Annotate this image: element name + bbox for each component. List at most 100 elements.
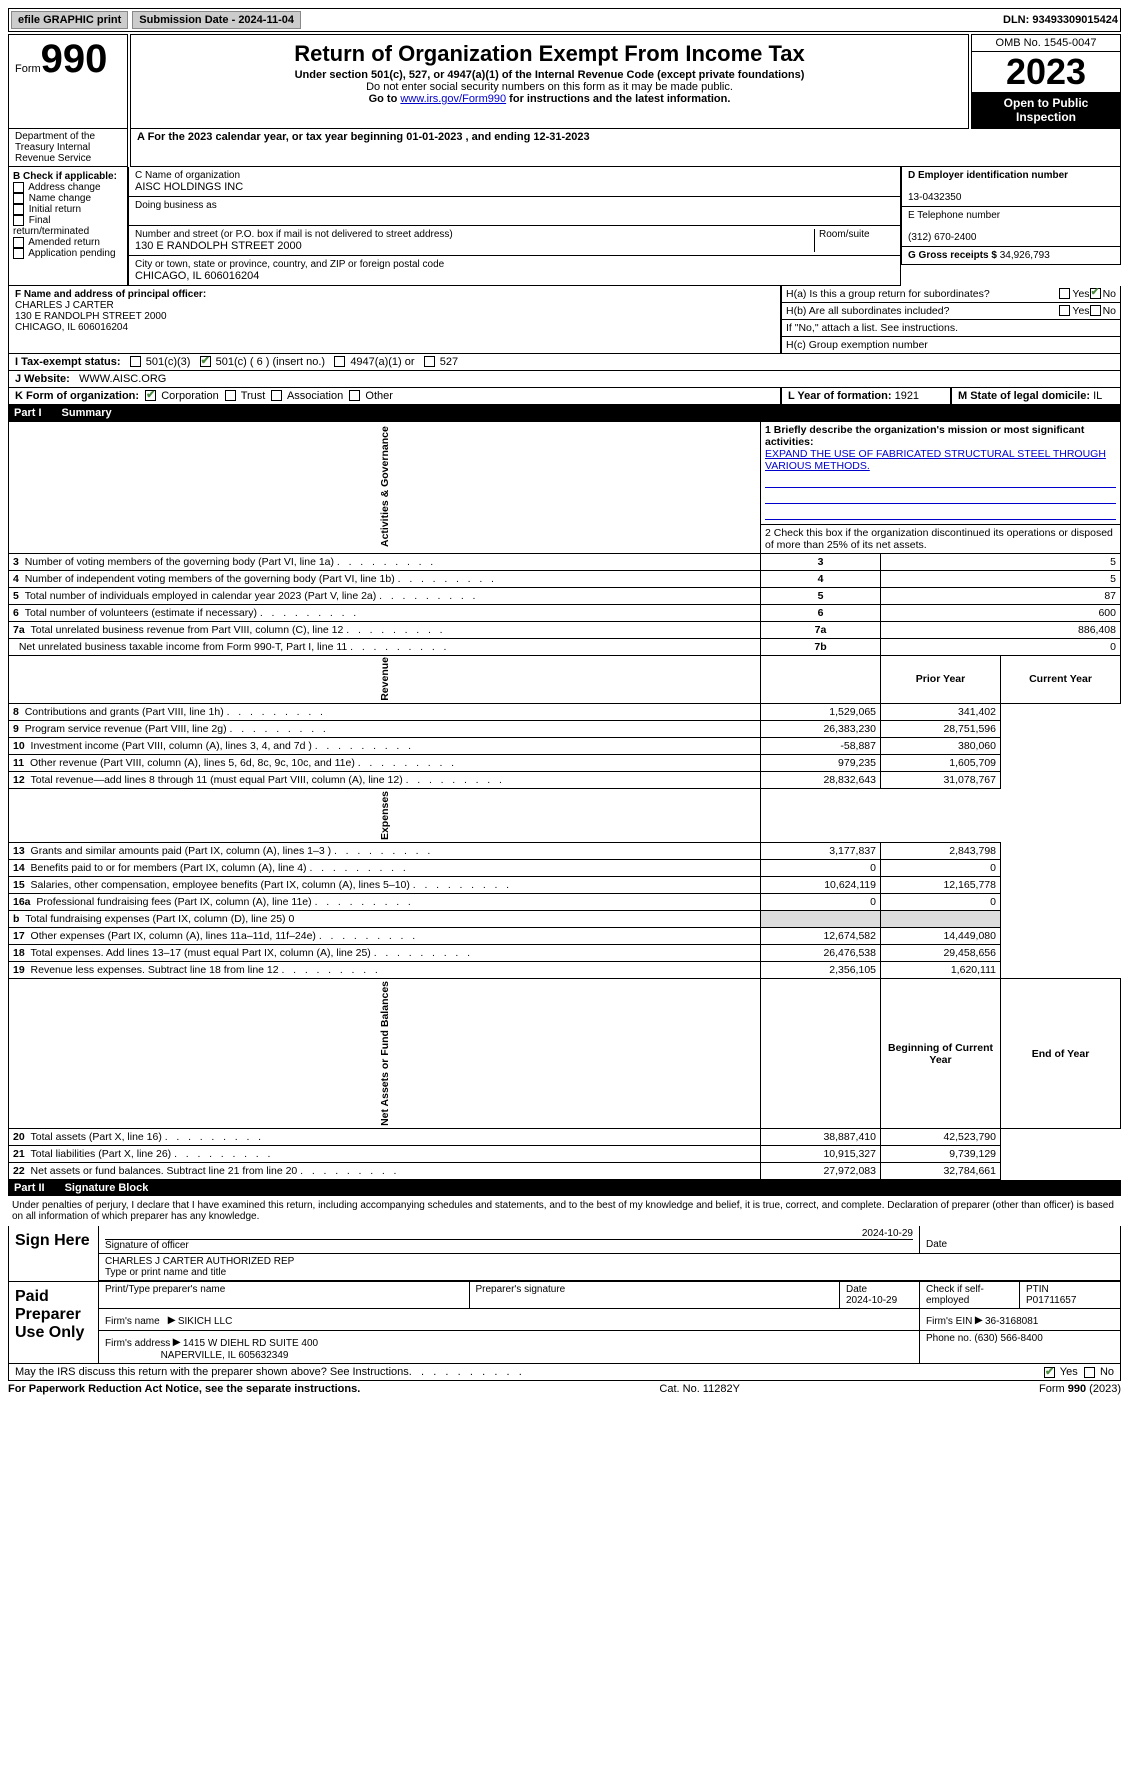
dln: DLN: 93493309015424 xyxy=(1003,14,1118,26)
street-label: Number and street (or P.O. box if mail i… xyxy=(135,229,453,240)
checkbox-name-change[interactable] xyxy=(13,193,24,204)
hb-yes[interactable] xyxy=(1059,305,1070,316)
preparer-date: 2024-10-29 xyxy=(846,1295,897,1306)
form-title: Return of Organization Exempt From Incom… xyxy=(137,41,962,67)
cb-501c3[interactable] xyxy=(130,356,141,367)
org-name: AISC HOLDINGS INC xyxy=(135,181,243,193)
year-formation: 1921 xyxy=(895,390,919,402)
city-label: City or town, state or province, country… xyxy=(135,259,444,270)
sign-here-block: Sign Here 2024-10-29 Signature of office… xyxy=(8,1226,1121,1282)
cb-other[interactable] xyxy=(349,390,360,401)
klm-row: K Form of organization: Corporation Trus… xyxy=(8,388,1121,405)
irs-link[interactable]: www.irs.gov/Form990 xyxy=(400,93,506,105)
subtitle-3: Go to www.irs.gov/Form990 for instructio… xyxy=(137,93,962,105)
discuss-yes[interactable] xyxy=(1044,1367,1055,1378)
line-2: 2 Check this box if the organization dis… xyxy=(761,524,1121,553)
footer: For Paperwork Reduction Act Notice, see … xyxy=(8,1381,1121,1395)
ein-label: D Employer identification number xyxy=(908,170,1068,181)
vert-netassets: Net Assets or Fund Balances xyxy=(9,979,761,1129)
checkbox-amended[interactable] xyxy=(13,237,24,248)
penalties-statement: Under penalties of perjury, I declare th… xyxy=(8,1196,1121,1226)
firm-phone: (630) 566-8400 xyxy=(974,1333,1042,1344)
header-grid: B Check if applicable: Address change Na… xyxy=(8,167,1121,286)
fh-row: F Name and address of principal officer:… xyxy=(8,286,1121,354)
cb-4947[interactable] xyxy=(334,356,345,367)
officer-sig-date: 2024-10-29 xyxy=(105,1228,913,1240)
checkbox-app-pending[interactable] xyxy=(13,248,24,259)
cb-corp[interactable] xyxy=(145,390,156,401)
checkbox-address-change[interactable] xyxy=(13,182,24,193)
hb-note: If "No," attach a list. See instructions… xyxy=(781,320,1121,337)
checkbox-final-return[interactable] xyxy=(13,215,24,226)
officer-printed-name: CHARLES J CARTER AUTHORIZED REP xyxy=(105,1256,294,1267)
gross-receipts: 34,926,793 xyxy=(1000,250,1050,261)
subtitle-1: Under section 501(c), 527, or 4947(a)(1)… xyxy=(137,69,962,81)
hb-no[interactable] xyxy=(1090,305,1101,316)
ha-no[interactable] xyxy=(1090,288,1101,299)
sign-here-label: Sign Here xyxy=(9,1226,99,1281)
website-row: J Website: WWW.AISC.ORG xyxy=(8,371,1121,388)
ein: 13-0432350 xyxy=(908,192,961,203)
submission-date: Submission Date - 2024-11-04 xyxy=(132,11,301,29)
summary-table: Activities & Governance 1 Briefly descri… xyxy=(8,421,1121,1181)
discuss-no[interactable] xyxy=(1084,1367,1095,1378)
public-inspection: Open to Public Inspection xyxy=(972,92,1120,128)
box-b-label: B Check if applicable: xyxy=(13,171,117,182)
phone-label: E Telephone number xyxy=(908,210,1000,221)
vert-revenue: Revenue xyxy=(9,655,761,704)
firm-addr2: NAPERVILLE, IL 605632349 xyxy=(161,1350,289,1361)
mission-text: EXPAND THE USE OF FABRICATED STRUCTURAL … xyxy=(765,448,1106,472)
cb-trust[interactable] xyxy=(225,390,236,401)
box-c: C Name of organizationAISC HOLDINGS INC … xyxy=(128,167,901,286)
city: CHICAGO, IL 606016204 xyxy=(135,270,259,282)
paid-preparer-block: Paid Preparer Use Only Print/Type prepar… xyxy=(8,1282,1121,1364)
omb-number: OMB No. 1545-0047 xyxy=(972,35,1120,52)
form-footer: Form 990 (2023) xyxy=(1039,1383,1121,1395)
form-label: Form xyxy=(15,63,41,75)
part-1-header: Part ISummary xyxy=(8,405,1121,421)
box-deg: D Employer identification number 13-04323… xyxy=(901,167,1121,286)
paid-preparer-label: Paid Preparer Use Only xyxy=(9,1282,99,1363)
tax-period: A For the 2023 calendar year, or tax yea… xyxy=(130,129,1121,167)
ha-label: H(a) Is this a group return for subordin… xyxy=(786,288,1059,300)
tax-year: 2023 xyxy=(972,52,1120,92)
hc-label: H(c) Group exemption number xyxy=(781,337,1121,354)
part-2-header: Part IISignature Block xyxy=(8,1180,1121,1196)
year-box: OMB No. 1545-0047 2023 Open to Public In… xyxy=(971,34,1121,129)
ptin: P01711657 xyxy=(1026,1295,1076,1306)
gross-receipts-label: G Gross receipts $ xyxy=(908,250,997,261)
cb-501c[interactable] xyxy=(200,356,211,367)
hb-label: H(b) Are all subordinates included? xyxy=(786,305,1059,317)
state-domicile: IL xyxy=(1093,390,1102,402)
org-name-label: C Name of organization xyxy=(135,170,240,181)
firm-ein: 36-3168081 xyxy=(985,1316,1038,1327)
cb-assoc[interactable] xyxy=(271,390,282,401)
form-990: 990 xyxy=(41,37,108,81)
form-number-box: Form990 xyxy=(8,34,128,129)
street: 130 E RANDOLPH STREET 2000 xyxy=(135,240,302,252)
ha-yes[interactable] xyxy=(1059,288,1070,299)
dept-treasury: Department of the Treasury Internal Reve… xyxy=(8,129,128,167)
officer-addr2: CHICAGO, IL 606016204 xyxy=(15,322,128,333)
dba-label: Doing business as xyxy=(135,200,217,211)
cat-no: Cat. No. 11282Y xyxy=(659,1383,740,1395)
officer-label: F Name and address of principal officer: xyxy=(15,289,206,300)
dept-period-row: Department of the Treasury Internal Reve… xyxy=(8,129,1121,167)
pra-notice: For Paperwork Reduction Act Notice, see … xyxy=(8,1383,360,1395)
mission-label: 1 Briefly describe the organization's mi… xyxy=(765,424,1084,448)
form-header: Form990 Return of Organization Exempt Fr… xyxy=(8,34,1121,129)
vert-governance: Activities & Governance xyxy=(9,421,761,553)
cb-527[interactable] xyxy=(424,356,435,367)
firm-name: SIKICH LLC xyxy=(178,1316,232,1327)
phone: (312) 670-2400 xyxy=(908,232,976,243)
irs-discuss-row: May the IRS discuss this return with the… xyxy=(8,1364,1121,1381)
officer-name: CHARLES J CARTER xyxy=(15,300,114,311)
checkbox-initial-return[interactable] xyxy=(13,204,24,215)
room-label: Room/suite xyxy=(819,229,870,240)
title-box: Return of Organization Exempt From Incom… xyxy=(130,34,969,129)
officer-addr1: 130 E RANDOLPH STREET 2000 xyxy=(15,311,167,322)
box-b: B Check if applicable: Address change Na… xyxy=(8,167,128,286)
website-url: WWW.AISC.ORG xyxy=(79,373,166,385)
efile-print-button[interactable]: efile GRAPHIC print xyxy=(11,11,128,29)
top-bar: efile GRAPHIC print Submission Date - 20… xyxy=(8,8,1121,32)
